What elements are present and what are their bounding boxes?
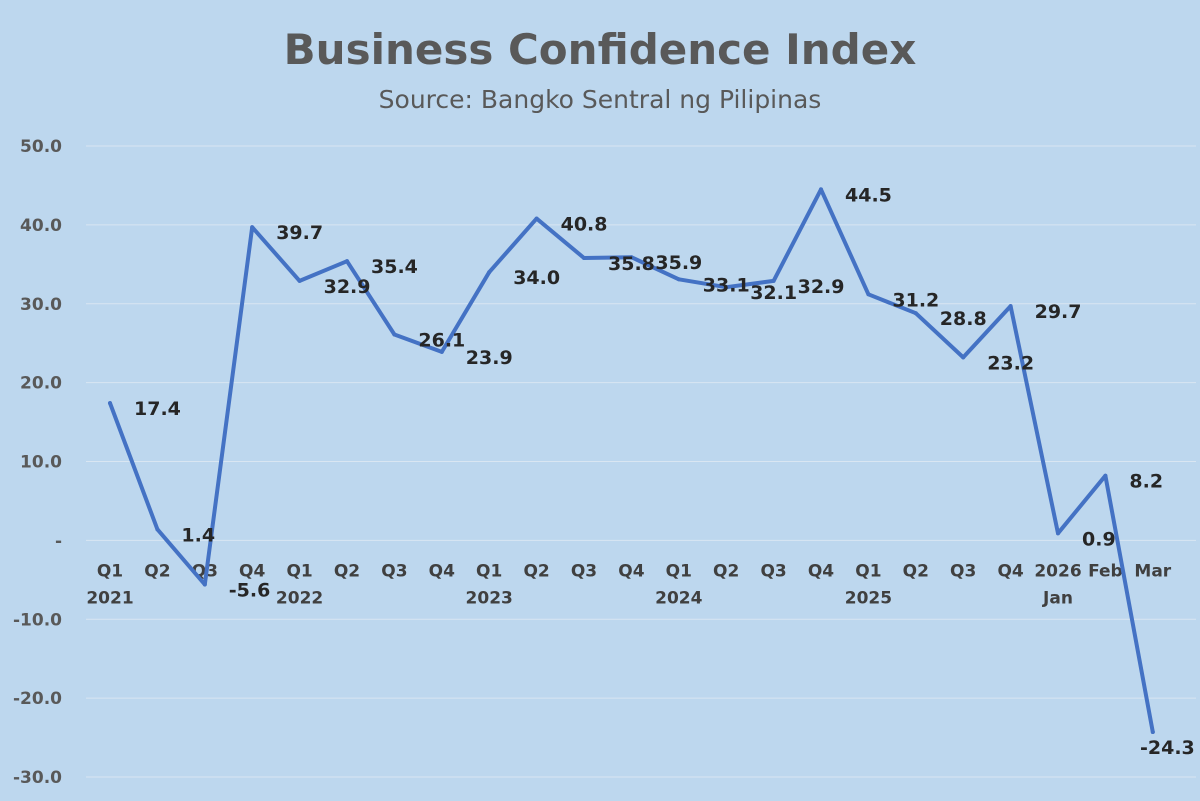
data-label: 39.7 bbox=[276, 222, 323, 244]
y-axis-ticks: 50.0 40.0 30.0 20.0 10.0 - -10.0 -20.0 -30.0 bbox=[13, 137, 62, 788]
x-tick-label: Q4 bbox=[618, 561, 644, 581]
data-point bbox=[297, 278, 302, 283]
series bbox=[108, 187, 1155, 735]
y-tick-label: -20.0 bbox=[13, 689, 62, 709]
data-point bbox=[866, 292, 871, 297]
x-tick-label: Q2 bbox=[903, 561, 929, 581]
x-tick-label: Q2 bbox=[334, 561, 360, 581]
data-point bbox=[1103, 473, 1108, 478]
data-point bbox=[487, 270, 492, 275]
data-label: 29.7 bbox=[1035, 301, 1082, 323]
data-label: 28.8 bbox=[940, 308, 987, 330]
data-label: 44.5 bbox=[845, 184, 892, 206]
gridlines bbox=[86, 145, 1196, 778]
data-point bbox=[155, 527, 160, 532]
y-tick-label: 10.0 bbox=[20, 453, 62, 473]
x-tick-label: Q4 bbox=[808, 561, 834, 581]
data-label: 23.9 bbox=[466, 347, 513, 369]
x-tick-sublabel: 2024 bbox=[655, 588, 702, 608]
data-label: 1.4 bbox=[181, 524, 215, 546]
data-point bbox=[392, 332, 397, 337]
x-tick-label: Q2 bbox=[523, 561, 549, 581]
x-tick-sublabel: 2025 bbox=[845, 588, 892, 608]
data-point bbox=[961, 355, 966, 360]
x-tick-label: 2026 bbox=[1034, 561, 1081, 581]
data-label: 31.2 bbox=[892, 289, 939, 311]
x-tick-sublabel: 2023 bbox=[466, 588, 513, 608]
data-point bbox=[1008, 304, 1013, 309]
x-tick-label: Q3 bbox=[760, 561, 786, 581]
x-tick-label: Q1 bbox=[855, 561, 881, 581]
x-tick-label: Q4 bbox=[239, 561, 265, 581]
x-tick-sublabel: 2021 bbox=[86, 588, 133, 608]
data-point bbox=[913, 311, 918, 316]
data-label: 32.9 bbox=[324, 276, 371, 298]
data-point bbox=[108, 401, 112, 406]
data-point bbox=[250, 225, 255, 230]
data-point bbox=[771, 278, 776, 283]
chart-subtitle: Source: Bangko Sentral ng Pilipinas bbox=[379, 85, 822, 114]
data-label: 33.1 bbox=[703, 274, 750, 296]
data-point bbox=[534, 216, 539, 221]
x-tick-label: Feb bbox=[1088, 561, 1123, 581]
data-point bbox=[629, 255, 634, 260]
data-label: 35.9 bbox=[655, 252, 702, 274]
x-tick-label: Q1 bbox=[666, 561, 692, 581]
x-tick-label: Q1 bbox=[286, 561, 312, 581]
x-tick-label: Q3 bbox=[381, 561, 407, 581]
data-label: 32.1 bbox=[750, 282, 797, 304]
x-tick-label: Q2 bbox=[144, 561, 170, 581]
y-tick-label: 30.0 bbox=[20, 295, 62, 315]
data-label: 0.9 bbox=[1082, 528, 1116, 550]
x-tick-label: Q3 bbox=[571, 561, 597, 581]
data-label: -24.3 bbox=[1140, 737, 1195, 759]
data-point bbox=[676, 277, 681, 282]
x-tick-sublabel: Jan bbox=[1042, 588, 1073, 608]
x-tick-label: Mar bbox=[1134, 561, 1171, 581]
data-labels: 17.41.4-5.639.732.935.426.123.934.040.83… bbox=[134, 184, 1195, 759]
x-tick-sublabel: 2022 bbox=[276, 588, 323, 608]
data-point bbox=[202, 582, 207, 587]
data-point bbox=[724, 285, 729, 290]
y-tick-label: - bbox=[55, 531, 62, 551]
data-label: -5.6 bbox=[229, 580, 271, 602]
data-label: 35.4 bbox=[371, 256, 418, 278]
y-tick-label: 40.0 bbox=[20, 216, 62, 236]
x-tick-label: Q2 bbox=[713, 561, 739, 581]
data-label: 26.1 bbox=[418, 330, 465, 352]
x-tick-label: Q1 bbox=[97, 561, 123, 581]
data-point bbox=[439, 349, 444, 354]
x-axis-ticks: Q1 2021 Q2 Q3 Q4 Q1 2022 Q2 Q3 Q4 Q1 2023 Q2 Q3 Q4 Q1 20… bbox=[86, 561, 1171, 608]
y-tick-label: 20.0 bbox=[20, 374, 62, 394]
data-label: 17.4 bbox=[134, 398, 181, 420]
data-point bbox=[582, 256, 586, 261]
x-tick-label: Q4 bbox=[997, 561, 1023, 581]
data-point bbox=[345, 259, 349, 264]
chart-title: Business Confidence Index bbox=[284, 25, 917, 74]
data-point bbox=[819, 187, 823, 192]
data-label: 34.0 bbox=[513, 267, 560, 289]
y-tick-label: -30.0 bbox=[13, 768, 62, 788]
y-tick-label: -10.0 bbox=[13, 610, 62, 630]
data-label: 40.8 bbox=[561, 214, 608, 236]
data-point bbox=[1150, 730, 1155, 735]
x-tick-label: Q4 bbox=[429, 561, 455, 581]
data-label: 23.2 bbox=[987, 352, 1034, 374]
x-tick-label: Q1 bbox=[476, 561, 502, 581]
y-tick-label: 50.0 bbox=[20, 137, 62, 157]
data-point bbox=[1056, 531, 1060, 536]
data-label: 32.9 bbox=[798, 276, 845, 298]
x-tick-label: Q3 bbox=[950, 561, 976, 581]
data-label: 35.8 bbox=[608, 253, 655, 275]
data-label: 8.2 bbox=[1129, 471, 1163, 493]
